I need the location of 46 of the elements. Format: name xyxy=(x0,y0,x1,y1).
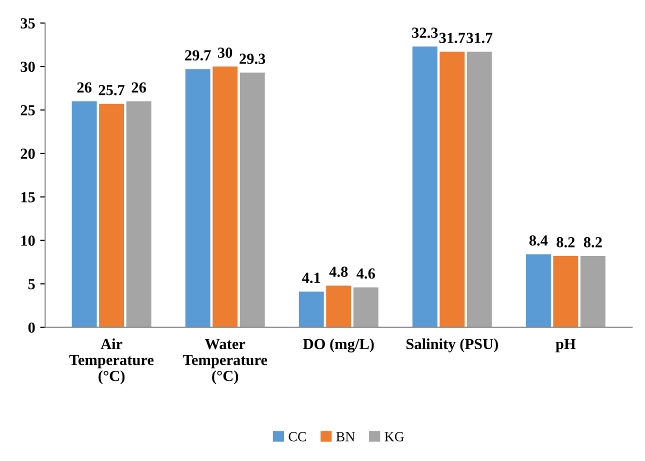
x-tick-label: DO (mg/L) xyxy=(303,338,374,352)
y-tick-label: 10 xyxy=(21,236,35,246)
data-label: 29.3 xyxy=(240,54,266,64)
bar xyxy=(466,52,492,328)
bar xyxy=(298,292,324,328)
y-tick-label: 15 xyxy=(21,192,35,202)
y-tick-label: 0 xyxy=(28,322,35,333)
data-label: 31.7 xyxy=(439,32,466,44)
data-label: 29.7 xyxy=(185,50,211,61)
data-label: 4.1 xyxy=(302,272,320,284)
y-tick-label: 25 xyxy=(20,105,35,116)
y-tick-label: 35 xyxy=(20,18,35,28)
data-label: 8.2 xyxy=(584,237,602,248)
data-label: 31.7 xyxy=(466,32,492,44)
bar xyxy=(440,52,465,328)
bar xyxy=(72,101,97,328)
data-label: 4.8 xyxy=(329,266,348,277)
bar xyxy=(240,72,265,328)
x-tick-label: pH xyxy=(556,339,576,352)
legend-label: CC xyxy=(288,432,306,442)
data-label: 32.3 xyxy=(412,28,438,38)
bar xyxy=(353,287,378,328)
data-label: 26 xyxy=(77,82,92,93)
data-label: 4.6 xyxy=(356,268,375,279)
bar xyxy=(526,254,551,328)
bar xyxy=(212,66,238,328)
x-tick-label: Air Temperature (°C) xyxy=(69,338,154,384)
x-tick-label: Water Temperature (°C) xyxy=(182,339,268,384)
bar xyxy=(99,104,124,328)
bar xyxy=(580,256,606,328)
y-tick-label: 30 xyxy=(20,62,35,72)
bar xyxy=(412,46,438,328)
bar xyxy=(185,69,210,328)
y-tick-label: 20 xyxy=(20,148,35,159)
bar xyxy=(553,256,578,328)
legend-label: BN xyxy=(336,432,355,442)
data-label: 30 xyxy=(218,48,232,58)
data-label: 8.2 xyxy=(556,237,575,248)
x-tick-label: Salinity (PSU) xyxy=(406,338,498,352)
y-tick-label: 5 xyxy=(28,279,35,290)
bar xyxy=(326,286,352,328)
data-label: 25.7 xyxy=(98,84,125,96)
data-label: 26 xyxy=(132,82,146,93)
data-label: 8.4 xyxy=(529,235,548,246)
bar xyxy=(126,101,152,328)
legend-label: KG xyxy=(384,432,404,442)
